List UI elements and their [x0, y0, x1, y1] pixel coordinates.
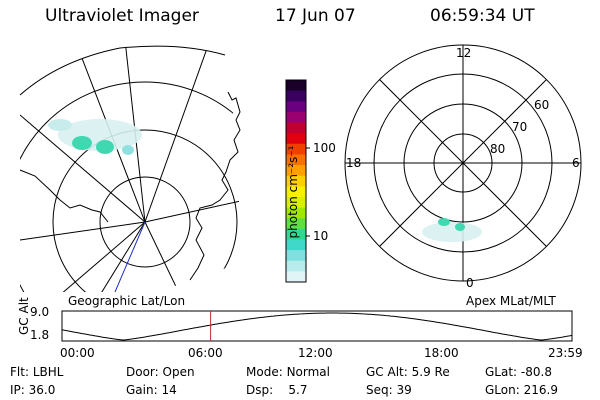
colorbar-swatch [286, 228, 306, 240]
dsp-info: Dsp: 5.7 [246, 383, 308, 397]
date-label: 17 Jun 07 [275, 6, 356, 26]
colorbar-swatch [286, 239, 306, 251]
colorbar-swatch [286, 207, 306, 219]
colorbar-swatch [286, 271, 306, 283]
colorbar-unit-label: photon cm⁻²s⁻¹ [286, 145, 300, 239]
glat-info: GLat: -80.8 [485, 365, 552, 379]
timeline-plot [61, 310, 573, 342]
colorbar-swatch [286, 133, 306, 145]
timeline-xtick-1: 06:00 [188, 346, 223, 360]
aurora-left [48, 119, 142, 155]
colorbar-swatch [286, 122, 306, 134]
timeline-axis-label: GC Alt [17, 297, 31, 335]
colorbar-swatch [286, 90, 306, 102]
mlt-label-6: 6 [572, 156, 580, 170]
ip-info: IP: 36.0 [10, 383, 56, 397]
colorbar-swatch [286, 218, 306, 230]
mlat-label-80: 80 [490, 142, 506, 156]
colorbar-swatch [286, 196, 306, 209]
colorbar [286, 80, 306, 283]
mode-info: Mode: Normal [246, 365, 330, 379]
earth-limb [19, 45, 226, 96]
colorbar-swatch [286, 154, 306, 166]
satellite-track [114, 221, 146, 293]
colorbar-tick-label-10: 10 [313, 229, 329, 243]
coastline [189, 91, 241, 281]
colorbar-swatch [286, 186, 306, 198]
filter-info: Flt: LBHL [10, 365, 64, 379]
colorbar-swatch [286, 175, 306, 187]
colorbar-swatch [286, 80, 306, 92]
geographic-map [20, 46, 240, 293]
colorbar-swatch [286, 101, 306, 113]
timeline-xtick-0: 00:00 [60, 346, 95, 360]
colorbar-frame [285, 79, 307, 283]
timeline-xtick-2: 12:00 [298, 346, 333, 360]
gcalt-info: GC Alt: 5.9 Re [366, 365, 450, 379]
instrument-title: Ultraviolet Imager [45, 6, 199, 26]
colorbar-swatch [286, 260, 306, 272]
altitude-curve [61, 312, 573, 341]
gain-info: Gain: 14 [126, 383, 177, 397]
polar-plot [344, 44, 582, 282]
geographic-label: Geographic Lat/Lon [68, 294, 186, 308]
apex-label: Apex MLat/MLT [466, 294, 556, 308]
seq-info: Seq: 39 [366, 383, 412, 397]
mlt-label-12: 12 [456, 46, 472, 60]
timeline-ytick-bottom: 1.8 [30, 328, 50, 342]
coastline-2 [19, 169, 109, 223]
colorbar-swatch [286, 111, 306, 124]
mlt-label-0: 0 [466, 276, 474, 290]
mlat-label-60: 60 [534, 98, 550, 112]
timeline-ytick-top: 9.0 [30, 305, 50, 319]
mlt-label-18: 18 [346, 156, 362, 170]
glon-info: GLon: 216.9 [485, 383, 558, 397]
colorbar-swatch [286, 250, 306, 262]
colorbar-tick-label-100: 100 [313, 141, 336, 155]
mlat-label-70: 70 [512, 120, 528, 134]
aurora-right [422, 218, 482, 242]
time-label: 06:59:34 UT [430, 6, 535, 26]
door-info: Door: Open [126, 365, 195, 379]
colorbar-swatch [286, 143, 306, 155]
timeline-xtick-3: 18:00 [424, 346, 459, 360]
timeline-xtick-4: 23:59 [548, 346, 583, 360]
colorbar-swatch [286, 165, 306, 177]
